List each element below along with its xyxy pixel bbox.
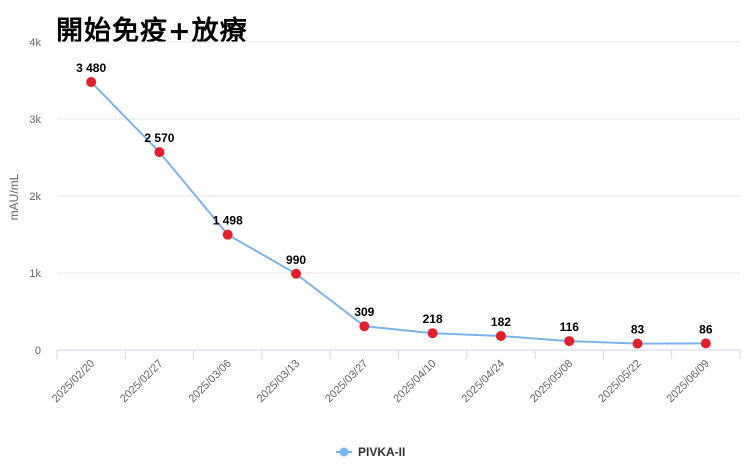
x-axis: 2025/02/20 2025/02/27 2025/03/06 2025/03/13… bbox=[50, 349, 741, 405]
x-tick-label: 2025/03/27 bbox=[323, 358, 370, 405]
data-label: 1 498 bbox=[213, 214, 243, 228]
data-point[interactable] bbox=[495, 330, 506, 341]
data-label: 83 bbox=[631, 323, 645, 337]
data-label: 116 bbox=[560, 320, 580, 334]
data-point[interactable] bbox=[359, 321, 370, 332]
x-tick-label: 2025/03/06 bbox=[186, 358, 233, 405]
data-point[interactable] bbox=[154, 147, 165, 158]
data-label: 2 570 bbox=[144, 131, 174, 145]
legend-entry-pivka: PIVKA-II bbox=[358, 445, 405, 459]
data-point[interactable] bbox=[564, 336, 575, 347]
data-label: 990 bbox=[286, 253, 306, 267]
y-axis-label: mAU/mL bbox=[7, 173, 21, 220]
grid-lines bbox=[57, 41, 740, 274]
data-label: 3 480 bbox=[76, 61, 106, 75]
y-tick-label: 3k bbox=[29, 114, 41, 126]
legend-marker bbox=[339, 447, 349, 457]
y-tick-label: 2k bbox=[29, 191, 41, 203]
y-tick-label: 4k bbox=[29, 37, 41, 49]
data-label: 182 bbox=[491, 315, 511, 329]
x-tick-label: 2025/02/20 bbox=[50, 358, 97, 405]
data-point[interactable] bbox=[222, 229, 233, 240]
x-tick-label: 2025/05/08 bbox=[528, 358, 575, 405]
x-tick-label: 2025/04/10 bbox=[391, 358, 438, 405]
y-tick-label: 1k bbox=[29, 268, 41, 280]
x-tick-label: 2025/02/27 bbox=[118, 358, 165, 405]
data-point[interactable] bbox=[427, 328, 438, 339]
data-labels: 3 480 2 570 1 498 990 309 218 182 116 83 86 bbox=[76, 61, 713, 337]
x-tick-label: 2025/05/22 bbox=[596, 358, 643, 405]
x-tick-label: 2025/03/13 bbox=[255, 358, 302, 405]
legend[interactable]: PIVKA-II bbox=[336, 445, 405, 459]
x-tick-label: 2025/04/24 bbox=[460, 358, 507, 405]
data-point[interactable] bbox=[700, 338, 711, 349]
data-point[interactable] bbox=[632, 338, 643, 349]
data-label: 86 bbox=[699, 322, 713, 336]
data-point[interactable] bbox=[291, 268, 302, 279]
data-label: 309 bbox=[354, 305, 374, 319]
series-line bbox=[90, 81, 706, 345]
data-point[interactable] bbox=[86, 77, 97, 88]
y-axis-ticks: 0 1k 2k 3k 4k bbox=[29, 37, 41, 357]
x-tick-label: 2025/06/09 bbox=[665, 358, 712, 405]
data-label: 218 bbox=[423, 312, 443, 326]
y-tick-label: 0 bbox=[35, 345, 41, 357]
series-pivka[interactable] bbox=[86, 77, 711, 349]
